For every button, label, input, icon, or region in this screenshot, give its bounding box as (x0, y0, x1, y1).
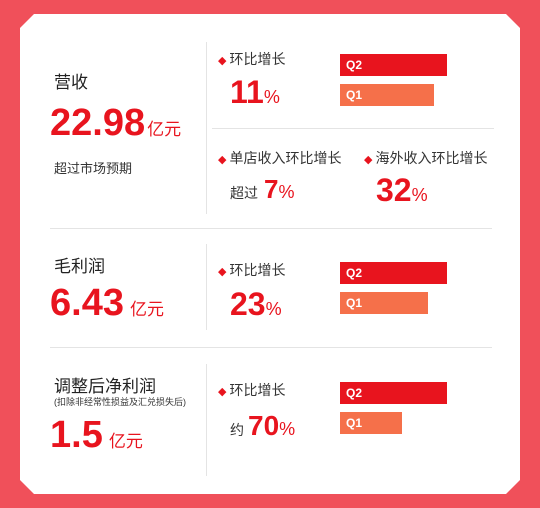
revenue-bar-q2: Q2 (340, 54, 447, 76)
net-profit-unit: 亿元 (108, 432, 143, 451)
diamond-icon: ◆ (218, 154, 227, 166)
store-number: 7 (264, 174, 279, 204)
gross-profit-label: 毛利润 (54, 257, 105, 276)
gross-profit-qoq-value: 23% (230, 286, 282, 323)
diamond-icon: ◆ (218, 55, 227, 67)
revenue-unit: 亿元 (147, 120, 182, 139)
overseas-qoq-text: 海外收入环比增长 (375, 150, 488, 166)
net-profit-value: 1.5 亿元 (50, 414, 143, 457)
divider (206, 364, 207, 476)
revenue-note: 超过市场预期 (54, 161, 133, 176)
revenue-qoq-number: 11 (230, 74, 264, 110)
revenue-label: 营收 (54, 73, 88, 92)
net-profit-bar-q1: Q1 (340, 412, 402, 434)
net-profit-qoq-text: 环比增长 (229, 382, 286, 398)
net-profit-qoq-label: ◆ 环比增长 (218, 380, 285, 400)
store-prefix: 超过 (230, 185, 258, 201)
net-profit-qoq-number: 70 (248, 410, 280, 441)
revenue-number: 22.98 (50, 102, 146, 144)
divider (50, 228, 492, 229)
net-profit-qoq-value: 约 70% (230, 410, 295, 442)
net-profit-qoq-unit: % (279, 419, 296, 439)
divider (206, 244, 207, 330)
gross-profit-qoq-unit: % (265, 299, 282, 319)
gross-profit-bar-q1: Q1 (340, 292, 428, 314)
gross-profit-qoq-label: ◆ 环比增长 (218, 260, 285, 280)
store-qoq-value: 超过 7% (230, 174, 294, 205)
diamond-icon: ◆ (364, 154, 373, 166)
overseas-qoq-label: ◆ 海外收入环比增长 (364, 148, 487, 168)
diamond-icon: ◆ (218, 386, 227, 398)
overseas-unit: % (411, 185, 428, 205)
net-profit-bar-q2: Q2 (340, 382, 447, 404)
gross-profit-value: 6.43 亿元 (50, 282, 164, 325)
diamond-icon: ◆ (218, 266, 227, 278)
revenue-bar-q1: Q1 (340, 84, 434, 106)
revenue-qoq-value: 11% (230, 74, 280, 111)
net-profit-note: (扣除非经常性损益及汇兑损失后) (54, 397, 186, 407)
net-profit-prefix: 约 (230, 422, 244, 438)
gross-profit-number: 6.43 (50, 282, 124, 324)
gross-profit-qoq-text: 环比增长 (229, 262, 286, 278)
gross-profit-bar-q2: Q2 (340, 262, 447, 284)
summary-card: 营收 22.98 亿元 超过市场预期 ◆ 环比增长 11% Q2 Q1 ◆ 单店收入环… (20, 14, 520, 494)
revenue-qoq-label: ◆ 环比增长 (218, 49, 285, 69)
revenue-value: 22.98 亿元 (50, 102, 181, 145)
revenue-qoq-text: 环比增长 (229, 51, 286, 67)
divider (212, 128, 494, 129)
store-qoq-label: ◆ 单店收入环比增长 (218, 148, 341, 168)
store-unit: % (278, 182, 295, 202)
store-qoq-text: 单店收入环比增长 (229, 150, 342, 166)
divider (50, 347, 492, 348)
net-profit-label: 调整后净利润 (54, 377, 156, 396)
overseas-number: 32 (376, 172, 412, 208)
gross-profit-qoq-number: 23 (230, 286, 266, 322)
revenue-qoq-unit: % (263, 87, 280, 107)
overseas-qoq-value: 32% (376, 172, 428, 209)
gross-profit-unit: 亿元 (129, 300, 164, 319)
divider (206, 42, 207, 214)
net-profit-number: 1.5 (50, 414, 103, 456)
